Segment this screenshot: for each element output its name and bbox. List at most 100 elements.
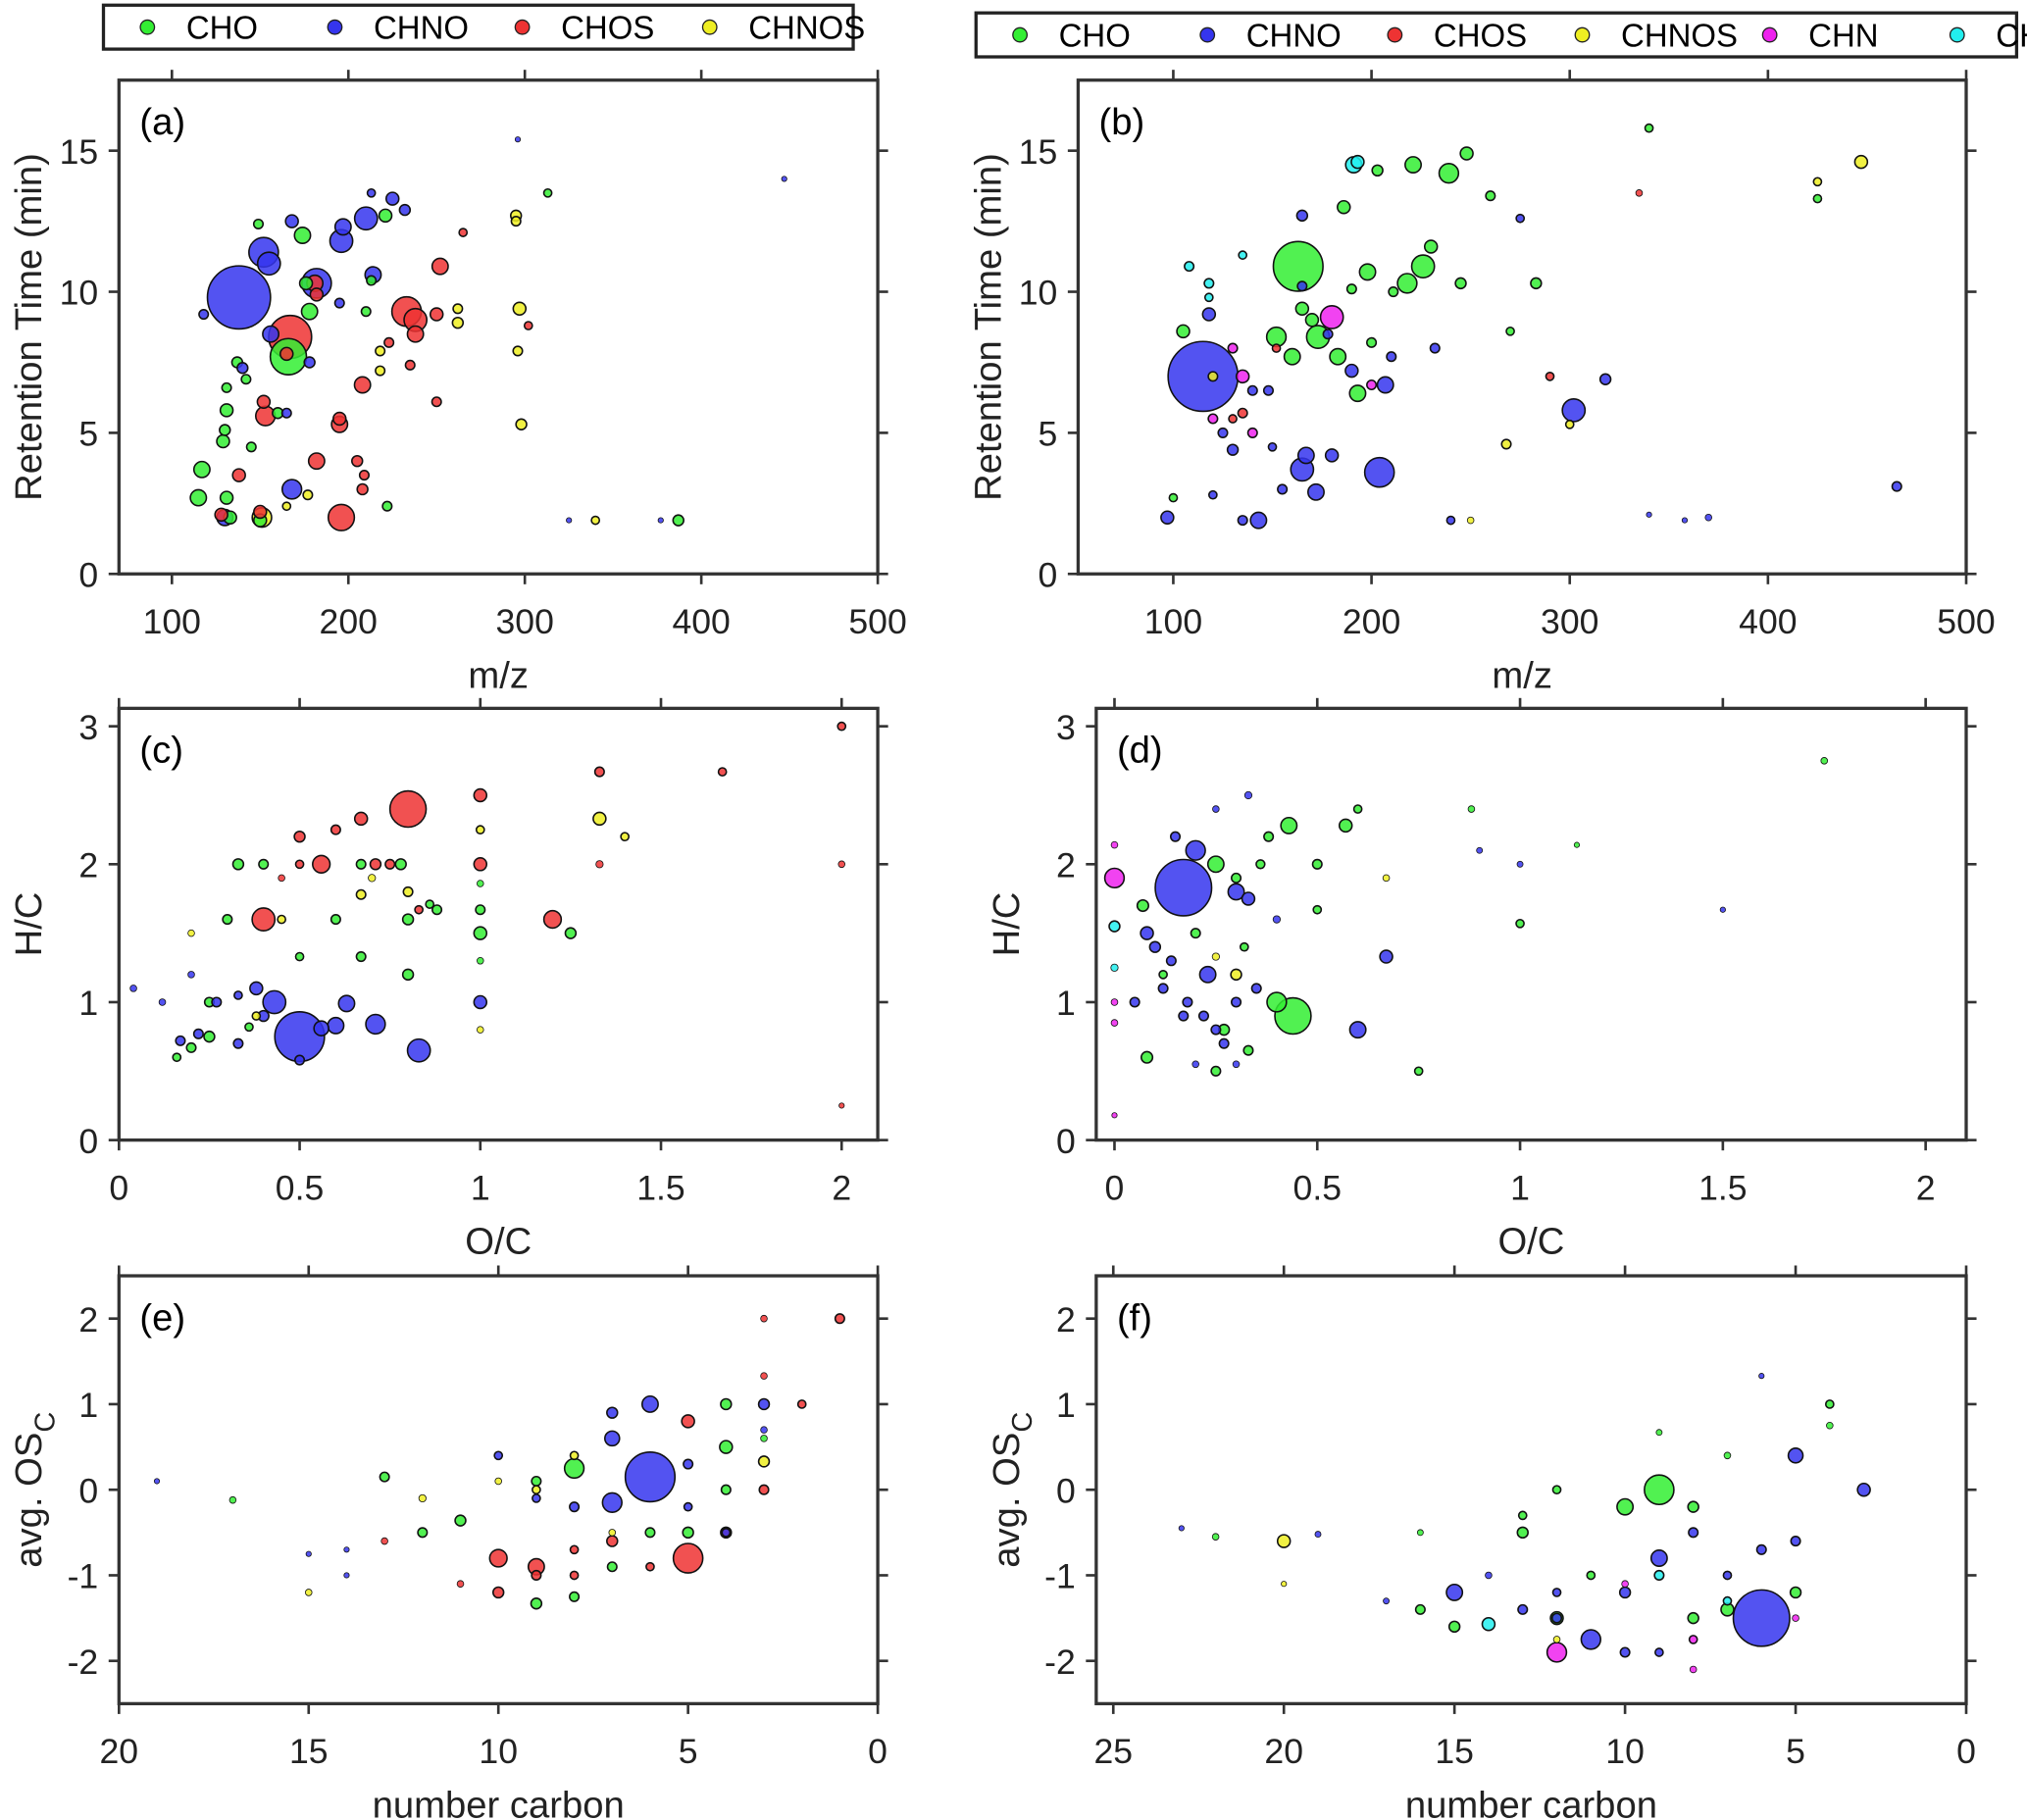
point-chos <box>312 854 331 874</box>
point-chos <box>256 394 272 410</box>
point-chno <box>1445 1583 1464 1601</box>
point-chno <box>1307 482 1325 501</box>
point-chno <box>1376 376 1394 394</box>
point-cho <box>216 433 230 449</box>
point-cho <box>682 1526 694 1540</box>
point-cho <box>222 914 233 926</box>
point-chos <box>380 1537 388 1545</box>
point-chno <box>333 218 352 236</box>
point-cho <box>1447 1620 1461 1634</box>
point-chno <box>1681 517 1689 524</box>
point-chno <box>1646 511 1652 518</box>
point-chno <box>721 1527 732 1538</box>
point-chno <box>1237 515 1248 527</box>
point-chno <box>1386 351 1397 363</box>
point-chno <box>1249 511 1268 530</box>
point-cho <box>720 1397 733 1411</box>
point-cho <box>252 218 265 230</box>
point-cho <box>381 500 393 512</box>
point-chos <box>414 904 424 915</box>
y-tick-label: 2 <box>78 1300 98 1340</box>
point-cho <box>221 381 232 393</box>
point-cho <box>1239 941 1249 952</box>
point-cho <box>1505 326 1515 336</box>
point-chno <box>365 1013 386 1036</box>
point-chno <box>1445 515 1456 526</box>
point-chno <box>493 1450 504 1461</box>
point-chno <box>1129 996 1140 1008</box>
x-tick-label: 400 <box>1739 602 1797 641</box>
point-cho <box>1337 199 1351 215</box>
point-cho <box>294 951 305 962</box>
legend-label-chn: CHN <box>1808 17 1878 53</box>
x-axis-label: O/C <box>1497 1221 1564 1263</box>
point-chos <box>491 1586 505 1599</box>
y-tick-label: 1 <box>78 1386 98 1425</box>
point-cho <box>293 227 312 244</box>
y-axis-label-subscript: C <box>1007 1412 1039 1433</box>
point-chnos <box>1276 1534 1292 1548</box>
point-chno <box>1383 1597 1391 1605</box>
point-cho <box>355 858 367 870</box>
panel-label: (c) <box>139 730 183 772</box>
y-tick-label: 10 <box>60 274 99 313</box>
point-chos <box>606 1535 619 1547</box>
point-chno <box>211 996 223 1008</box>
point-chno <box>353 206 379 231</box>
point-chno <box>1157 983 1169 994</box>
point-cho <box>1345 283 1357 295</box>
point-cho <box>379 1471 390 1483</box>
point-chno <box>406 1037 431 1063</box>
point-chno <box>683 1501 693 1512</box>
point-cho <box>475 904 486 916</box>
point-chos <box>278 874 285 883</box>
panel-a: 100 200 300 400 500 0 5 10 15 (a) m/z Retention Tim… <box>8 70 907 696</box>
point-chnos <box>1207 371 1219 382</box>
point-chnos <box>281 501 292 512</box>
point-chno <box>601 1491 623 1513</box>
point-chno <box>274 1011 326 1063</box>
point-cho <box>245 441 257 453</box>
point-cho <box>1352 804 1363 814</box>
point-chno <box>1787 1447 1804 1464</box>
point-chnos <box>512 345 524 357</box>
point-chno <box>1704 513 1712 522</box>
point-cho <box>1168 492 1179 503</box>
point-cho <box>172 1052 182 1063</box>
point-chos <box>838 1102 845 1109</box>
point-chno <box>1185 839 1206 861</box>
point-chnos <box>1853 154 1869 170</box>
point-chnos <box>1500 438 1512 450</box>
point-chos <box>760 1372 768 1380</box>
legend-label-chos: CHOS <box>561 10 654 46</box>
point-chnos <box>304 1589 313 1596</box>
point-chos <box>406 325 425 343</box>
point-cho <box>366 275 378 286</box>
point-cho <box>563 1457 585 1480</box>
point-chnos <box>302 489 314 501</box>
point-chno <box>1178 1010 1190 1022</box>
panel-c: 0 0.5 1 1.5 2 0 1 2 3 (c) O/C H/C <box>8 697 888 1263</box>
legend-marker-ch <box>1949 26 1965 43</box>
point-cho <box>1530 277 1543 290</box>
point-chno <box>1197 1010 1209 1022</box>
point-chnos <box>532 1485 541 1495</box>
point-chno <box>1148 940 1162 953</box>
point-cho <box>1416 1529 1424 1537</box>
y-tick-label: 10 <box>1019 274 1058 313</box>
y-axis-label-main: avg. OS <box>8 1433 50 1568</box>
point-chno <box>1178 1525 1185 1532</box>
point-chos <box>595 860 604 869</box>
legend-marker-chno <box>1199 26 1216 43</box>
y-axis-label: Retention Time (min) <box>967 153 1009 501</box>
point-chno <box>1561 397 1587 423</box>
point-chnos <box>1281 1581 1288 1588</box>
y-tick-label: 15 <box>1019 132 1058 172</box>
point-chno <box>1227 883 1245 901</box>
x-tick-label: 1.5 <box>1698 1168 1747 1207</box>
point-chos <box>569 1544 580 1555</box>
point-chno <box>1732 1589 1791 1647</box>
point-cho <box>258 858 270 870</box>
point-ch <box>1110 963 1119 972</box>
point-chno <box>206 265 272 330</box>
